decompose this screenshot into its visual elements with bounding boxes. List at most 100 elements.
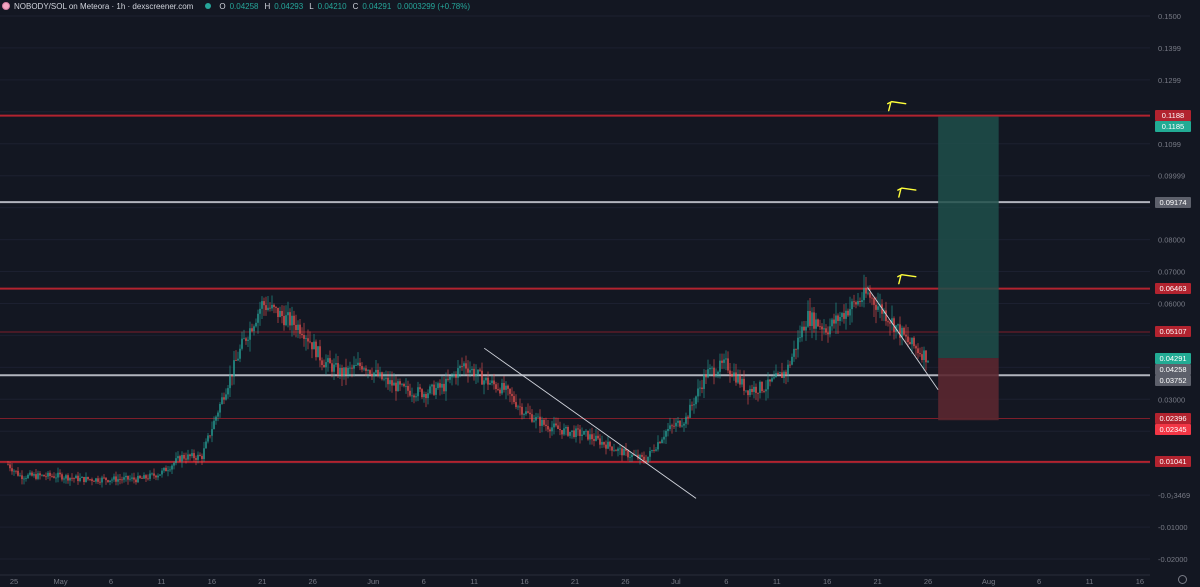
- candle-body: [7, 464, 9, 466]
- candle-body: [787, 364, 789, 375]
- price-tick-label: 0.09999: [1158, 172, 1185, 181]
- candle-body: [407, 385, 409, 391]
- candle-body: [111, 479, 113, 481]
- candle-body: [341, 367, 343, 377]
- candle-body: [873, 298, 875, 305]
- candle-body: [851, 301, 853, 310]
- candle-body: [233, 360, 235, 377]
- candle-body: [451, 376, 453, 378]
- candle-body: [401, 383, 403, 385]
- time-tick-label: 6: [724, 577, 728, 586]
- candle-body: [725, 358, 727, 360]
- low-key: L: [309, 1, 314, 11]
- market-status-icon: [205, 3, 212, 9]
- candle-body: [263, 301, 265, 306]
- price-tick-label: 0.07000: [1158, 268, 1185, 277]
- candle-body: [213, 420, 215, 430]
- candle-body: [633, 454, 635, 456]
- candle-body: [597, 435, 599, 439]
- candle-body: [763, 391, 765, 392]
- candle-body: [781, 372, 783, 378]
- candle-body: [383, 378, 385, 380]
- candle-body: [529, 412, 531, 415]
- candle-body: [219, 404, 221, 413]
- candle-body: [821, 326, 823, 330]
- candle-body: [911, 337, 913, 345]
- candle-body: [743, 378, 745, 391]
- time-tick-label: 26: [309, 577, 317, 586]
- candle-body: [643, 456, 645, 461]
- candle-body: [481, 370, 483, 385]
- candle-body: [131, 477, 133, 479]
- candle-body: [127, 475, 129, 480]
- candle-body: [595, 435, 597, 441]
- candle-body: [375, 369, 377, 373]
- candle-body: [731, 374, 733, 377]
- price-badge: 0.09174: [1155, 196, 1191, 208]
- time-tick-label: 6: [422, 577, 426, 586]
- candle-body: [681, 425, 683, 427]
- price-change: 0.0003299 (+0.78%): [397, 1, 471, 11]
- candle-body: [433, 384, 435, 395]
- time-tick-label: 16: [520, 577, 528, 586]
- candle-body: [443, 383, 445, 392]
- candle-body: [119, 479, 121, 480]
- candle-body: [475, 374, 477, 377]
- candle-body: [245, 338, 247, 341]
- candle-body: [267, 307, 269, 311]
- candle-body: [143, 475, 145, 479]
- candle-body: [887, 321, 889, 323]
- candle-body: [859, 301, 861, 303]
- candle-body: [189, 454, 191, 457]
- candle-body: [525, 411, 527, 415]
- price-badge: 0.05107: [1155, 326, 1191, 338]
- candle-body: [423, 394, 425, 398]
- candle-body: [255, 322, 257, 327]
- candle-body: [365, 368, 367, 371]
- candle-body: [133, 477, 135, 480]
- candle-body: [49, 472, 51, 477]
- candle-body: [579, 429, 581, 436]
- symbol-legend[interactable]: NOBODY/SOL on Meteora · 1h · dexscreener…: [2, 0, 472, 12]
- candle-body: [677, 420, 679, 423]
- candle-body: [167, 470, 169, 472]
- candle-body: [53, 476, 55, 478]
- candle-body: [521, 406, 523, 415]
- candle-body: [581, 434, 583, 436]
- candle-body: [359, 362, 361, 367]
- candle-body: [25, 478, 27, 479]
- candle-body: [611, 446, 613, 451]
- price-badge: 0.1188: [1155, 110, 1191, 122]
- candle-body: [355, 365, 357, 366]
- candle-body: [921, 354, 923, 361]
- candle-body: [571, 430, 573, 432]
- candle-body: [669, 425, 671, 429]
- time-tick-label: 21: [258, 577, 266, 586]
- candle-body: [499, 389, 501, 394]
- candle-body: [509, 388, 511, 394]
- candle-body: [349, 367, 351, 369]
- candle-body: [813, 312, 815, 329]
- candle-body: [719, 360, 721, 372]
- candle-body: [717, 371, 719, 376]
- candle-body: [527, 411, 529, 413]
- candle-body: [225, 394, 227, 400]
- candle-body: [535, 416, 537, 421]
- candle-body: [541, 419, 543, 426]
- candle-body: [257, 313, 259, 323]
- candle-body: [559, 428, 561, 431]
- candle-body: [393, 382, 395, 386]
- candle-body: [261, 301, 263, 309]
- candle-body: [363, 368, 365, 370]
- candle-body: [373, 372, 375, 377]
- candle-body: [11, 468, 13, 472]
- candle-body: [51, 476, 53, 477]
- candle-body: [275, 307, 277, 308]
- candle-body: [171, 465, 173, 470]
- candle-body: [141, 477, 143, 479]
- symbol-title[interactable]: NOBODY/SOL on Meteora · 1h · dexscreener…: [14, 1, 194, 11]
- candle-body: [15, 470, 17, 472]
- candle-body: [671, 425, 673, 427]
- chart-settings-icon[interactable]: [1178, 575, 1187, 584]
